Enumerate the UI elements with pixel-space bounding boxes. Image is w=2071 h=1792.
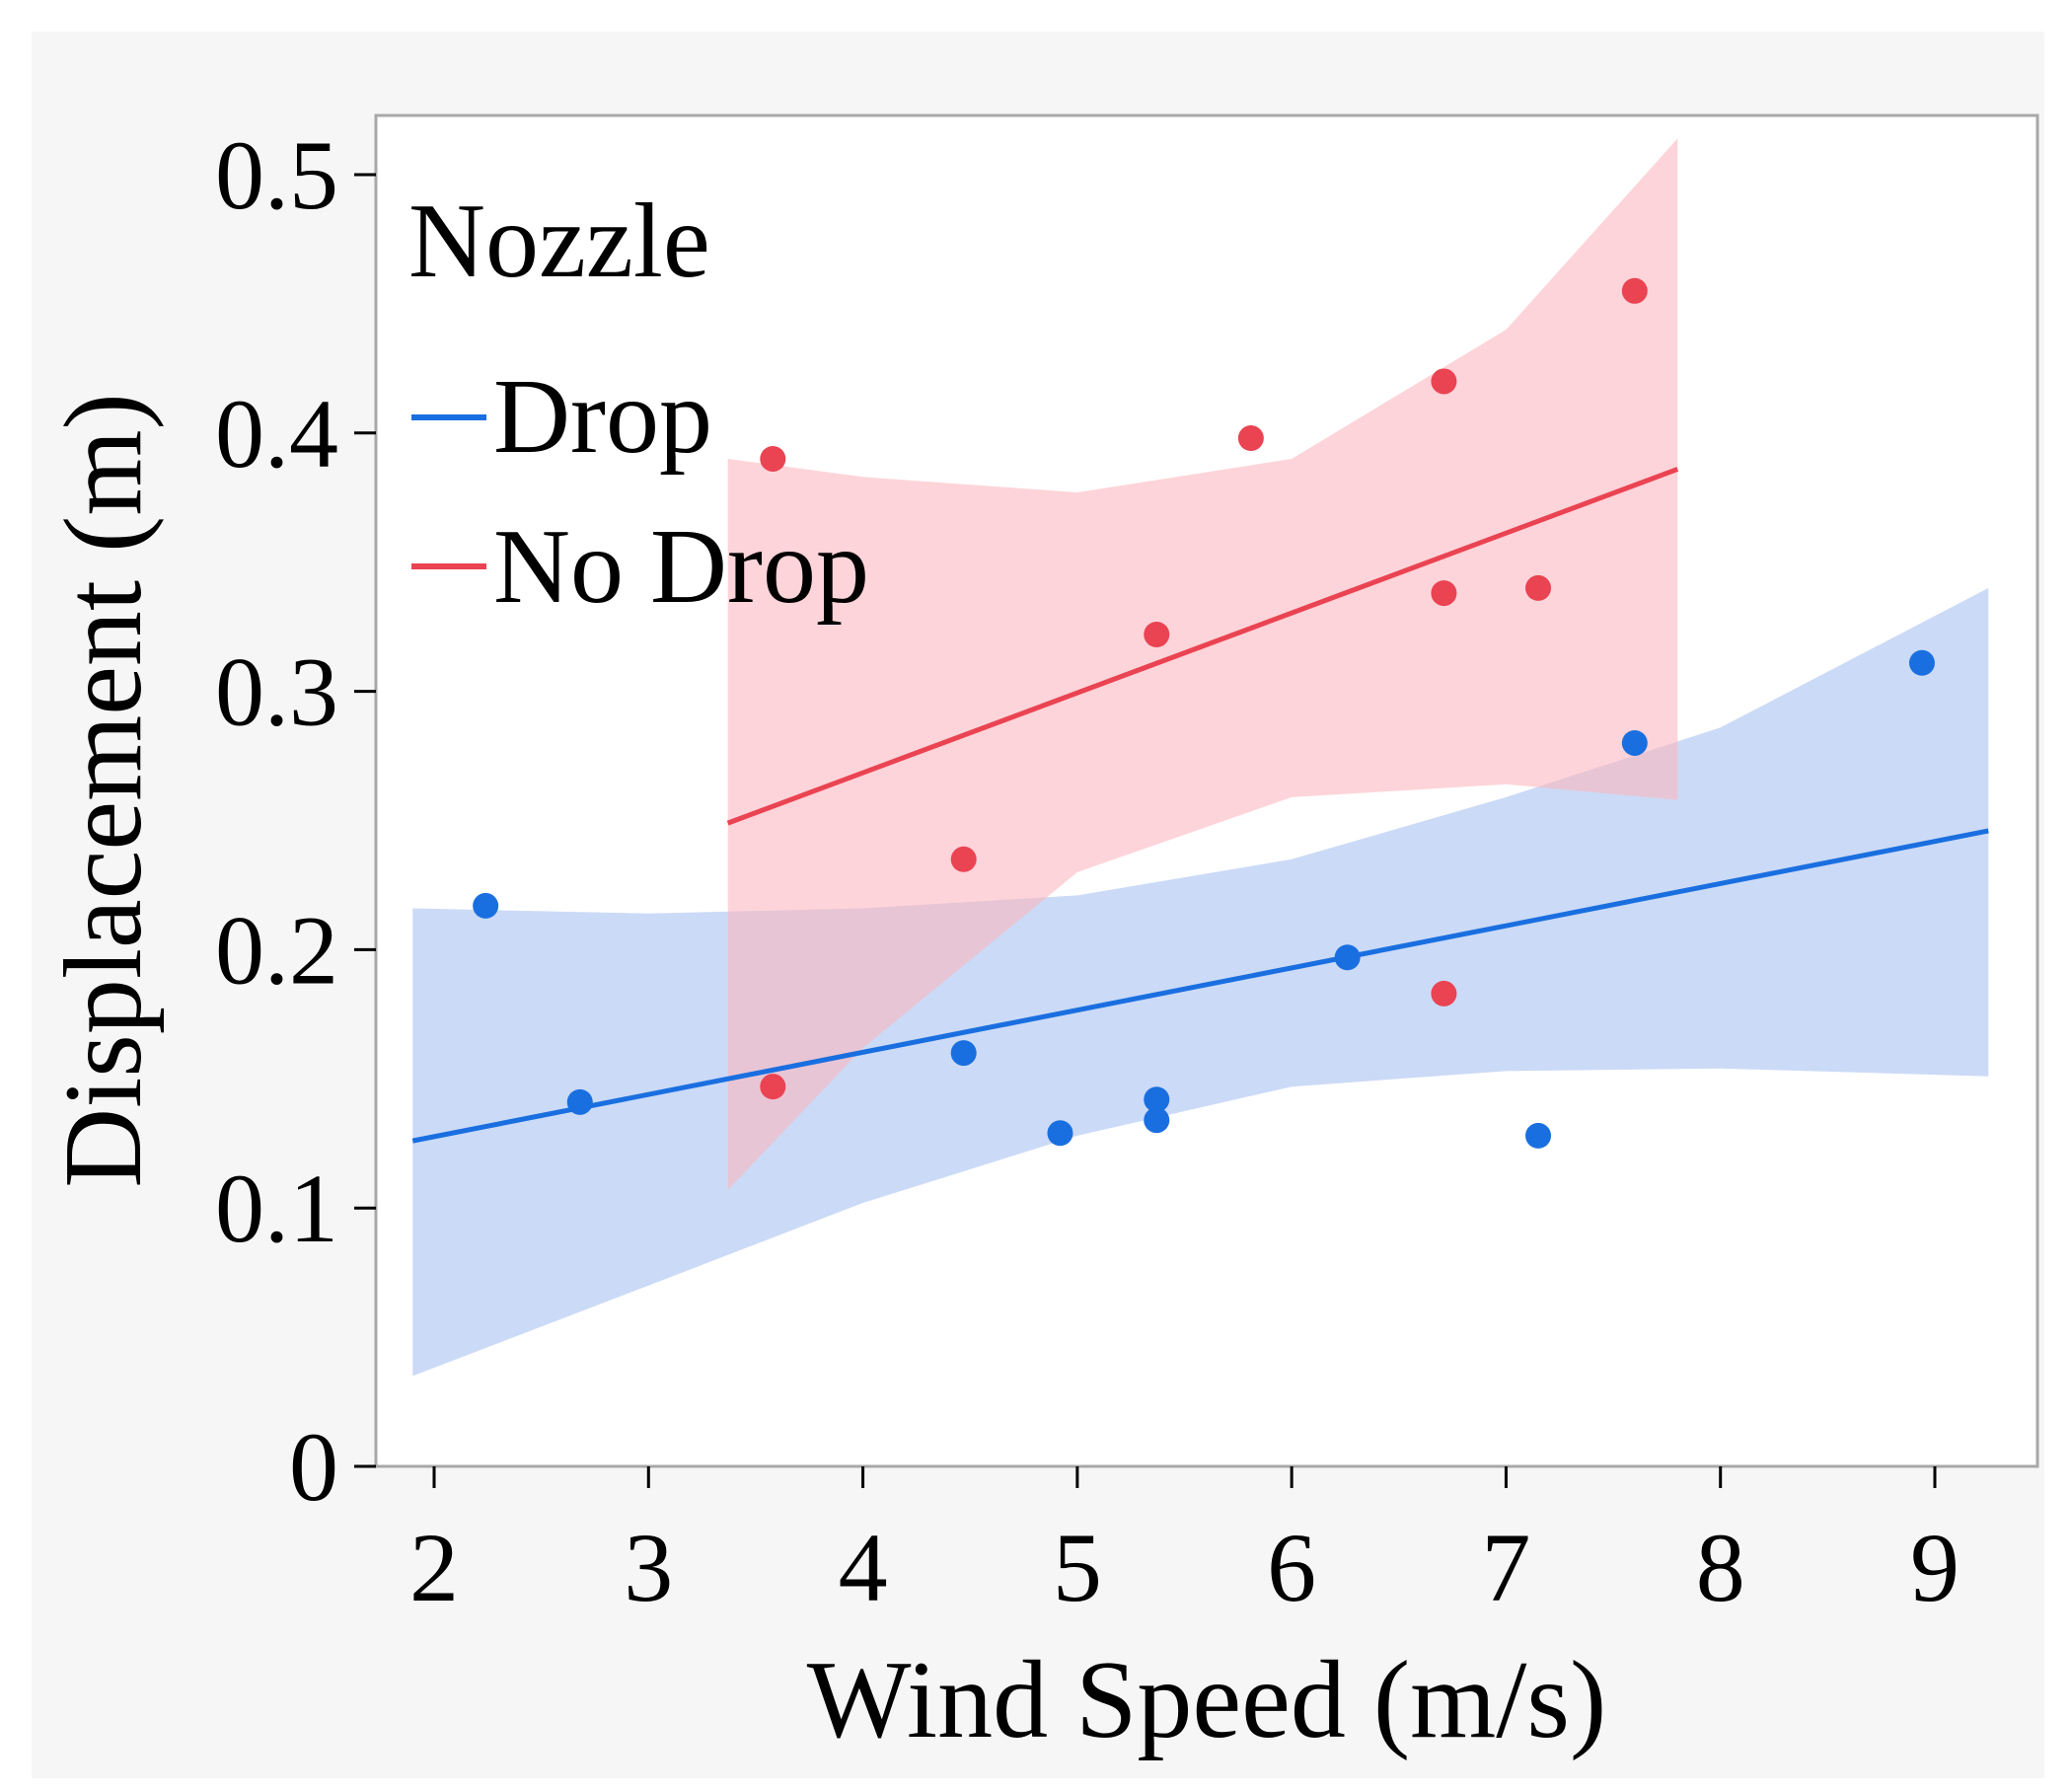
data-point-drop	[1621, 729, 1648, 756]
x-tick-label: 5	[1053, 1513, 1102, 1622]
x-tick-label: 9	[1910, 1513, 1960, 1622]
fit-lines	[411, 467, 1989, 1144]
data-point-no-drop	[950, 846, 977, 872]
data-point-drop	[1144, 1086, 1170, 1113]
data-point-drop	[950, 1040, 977, 1067]
legend-label-no-drop: No Drop	[493, 508, 869, 626]
data-point-drop	[1334, 944, 1361, 971]
data-point-no-drop	[760, 1074, 786, 1100]
x-axis-title: Wind Speed (m/s)	[807, 1639, 1606, 1761]
x-tick-label: 7	[1481, 1513, 1530, 1622]
y-tick-label: 0.4	[215, 379, 338, 488]
data-point-drop	[1525, 1122, 1552, 1149]
x-tick-label: 3	[624, 1513, 673, 1622]
confidence-band-no-drop	[727, 138, 1678, 1190]
data-point-drop	[1144, 1107, 1170, 1134]
data-point-drop	[473, 892, 499, 919]
data-point-drop	[566, 1088, 593, 1115]
legend-label-drop: Drop	[493, 358, 712, 476]
data-point-no-drop	[1431, 580, 1457, 607]
x-tick-label: 6	[1267, 1513, 1316, 1622]
x-tick-label: 8	[1696, 1513, 1745, 1622]
data-points	[473, 277, 1935, 1149]
data-point-no-drop	[1237, 425, 1264, 452]
y-tick-label: 0.2	[215, 895, 338, 1005]
data-point-no-drop	[1144, 622, 1170, 648]
data-point-no-drop	[1621, 277, 1648, 304]
x-axis: 2 3 4 5 6 7 8 9	[409, 1466, 1960, 1622]
data-point-no-drop	[1525, 574, 1552, 601]
confidence-bands	[412, 138, 1989, 1377]
y-tick-label: 0.3	[215, 637, 338, 747]
data-point-drop	[1908, 649, 1935, 676]
y-axis: 0 0.1 0.2 0.3 0.4 0.5	[215, 120, 376, 1522]
legend-title: Nozzle	[408, 183, 710, 300]
y-tick-label: 0.1	[215, 1154, 338, 1263]
y-axis-title: Displacement (m)	[42, 393, 165, 1188]
legend: Nozzle Drop No Drop	[408, 183, 869, 626]
x-tick-label: 2	[409, 1513, 459, 1622]
data-point-drop	[1047, 1120, 1073, 1147]
data-point-no-drop	[760, 445, 786, 472]
x-tick-label: 4	[839, 1513, 888, 1622]
data-point-no-drop	[1431, 980, 1457, 1007]
data-point-no-drop	[1431, 368, 1457, 395]
fit-line-drop	[411, 828, 1989, 1144]
y-tick-label: 0.5	[215, 120, 338, 230]
fit-line-no-drop	[726, 467, 1679, 826]
y-tick-label: 0	[289, 1412, 338, 1522]
